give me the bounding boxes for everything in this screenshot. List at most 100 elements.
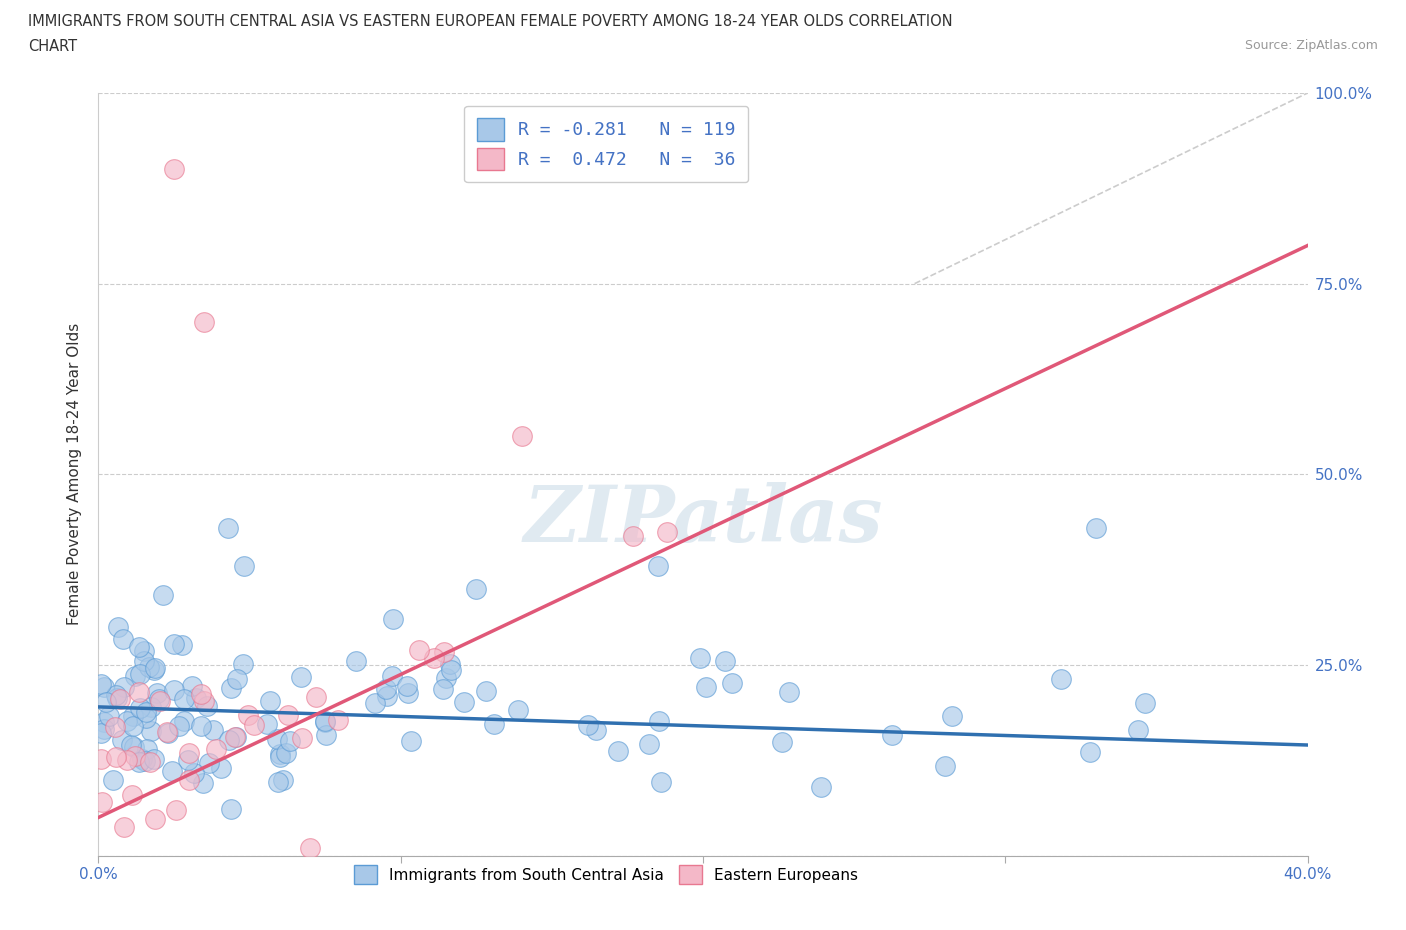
- Point: [236, 708, 259, 723]
- Point: [434, 671, 457, 685]
- Point: [423, 651, 446, 666]
- Point: [90, 752, 112, 767]
- Point: [375, 682, 398, 697]
- Point: [314, 714, 336, 729]
- Point: [143, 660, 166, 675]
- Point: [506, 703, 529, 718]
- Point: [170, 638, 193, 653]
- Point: [621, 529, 644, 544]
- Point: [128, 639, 150, 654]
- Point: [146, 685, 169, 700]
- Point: [475, 684, 498, 698]
- Point: [136, 741, 159, 756]
- Point: [585, 723, 607, 737]
- Point: [148, 691, 170, 706]
- Point: [396, 678, 419, 693]
- Point: [305, 690, 328, 705]
- Point: [291, 731, 314, 746]
- Point: [314, 714, 336, 729]
- Point: [139, 754, 162, 769]
- Point: [1080, 744, 1102, 759]
- Point: [163, 162, 186, 177]
- Point: [183, 765, 205, 780]
- Point: [135, 711, 157, 725]
- Point: [104, 687, 127, 702]
- Point: [934, 759, 956, 774]
- Point: [105, 750, 128, 764]
- Point: [576, 718, 599, 733]
- Point: [143, 752, 166, 767]
- Point: [90, 676, 112, 691]
- Point: [256, 716, 278, 731]
- Point: [205, 742, 228, 757]
- Point: [290, 670, 312, 684]
- Point: [326, 712, 349, 727]
- Point: [162, 764, 184, 778]
- Point: [179, 773, 201, 788]
- Point: [105, 691, 128, 706]
- Point: [115, 752, 138, 767]
- Point: [364, 695, 387, 710]
- Point: [94, 694, 117, 709]
- Point: [225, 729, 247, 744]
- Point: [124, 748, 146, 763]
- Point: [221, 680, 243, 695]
- Point: [232, 558, 254, 573]
- Text: CHART: CHART: [28, 39, 77, 54]
- Point: [433, 644, 456, 659]
- Point: [93, 680, 115, 695]
- Point: [221, 802, 243, 817]
- Point: [211, 761, 233, 776]
- Point: [193, 314, 215, 329]
- Point: [198, 755, 221, 770]
- Point: [131, 751, 153, 766]
- Legend: Immigrants from South Central Asia, Eastern Europeans: Immigrants from South Central Asia, East…: [347, 859, 865, 890]
- Point: [482, 716, 505, 731]
- Point: [218, 732, 240, 747]
- Point: [1050, 671, 1073, 686]
- Point: [108, 691, 131, 706]
- Point: [274, 745, 297, 760]
- Point: [156, 724, 179, 739]
- Point: [941, 709, 963, 724]
- Point: [1126, 723, 1149, 737]
- Point: [93, 714, 115, 729]
- Point: [139, 699, 162, 714]
- Point: [439, 657, 461, 671]
- Point: [381, 669, 404, 684]
- Point: [134, 754, 156, 769]
- Point: [91, 794, 114, 809]
- Point: [124, 669, 146, 684]
- Point: [398, 686, 420, 701]
- Point: [128, 755, 150, 770]
- Point: [128, 667, 150, 682]
- Point: [266, 732, 288, 747]
- Point: [440, 662, 463, 677]
- Point: [122, 719, 145, 734]
- Point: [93, 722, 115, 737]
- Point: [408, 643, 430, 658]
- Point: [184, 691, 207, 706]
- Point: [713, 654, 735, 669]
- Point: [193, 776, 215, 790]
- Point: [778, 684, 800, 699]
- Point: [190, 719, 212, 734]
- Point: [453, 695, 475, 710]
- Point: [201, 723, 224, 737]
- Point: [648, 713, 671, 728]
- Point: [190, 687, 212, 702]
- Point: [103, 772, 125, 787]
- Point: [432, 682, 454, 697]
- Point: [128, 684, 150, 699]
- Point: [465, 581, 488, 596]
- Point: [173, 691, 195, 706]
- Point: [259, 694, 281, 709]
- Point: [177, 746, 200, 761]
- Point: [122, 740, 145, 755]
- Point: [880, 728, 903, 743]
- Point: [90, 725, 112, 740]
- Text: IMMIGRANTS FROM SOUTH CENTRAL ASIA VS EASTERN EUROPEAN FEMALE POVERTY AMONG 18-2: IMMIGRANTS FROM SOUTH CENTRAL ASIA VS EA…: [28, 14, 953, 29]
- Point: [399, 734, 422, 749]
- Point: [169, 719, 191, 734]
- Point: [278, 734, 301, 749]
